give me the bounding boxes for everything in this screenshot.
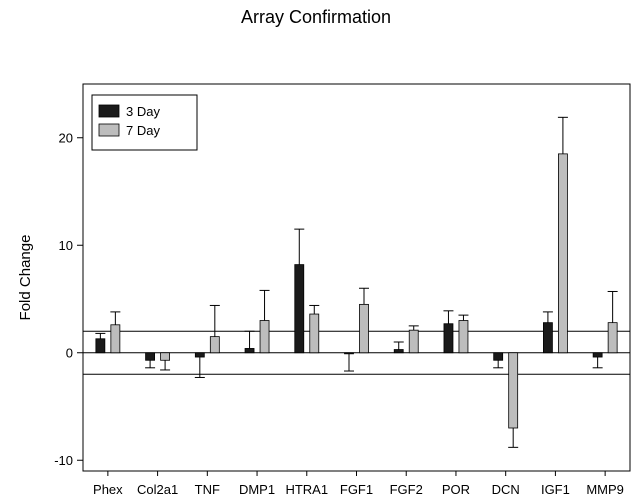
bar-7-day [209,336,220,354]
bar-3-day [194,352,205,358]
x-tick-label: IGF1 [541,482,570,497]
x-tick-label: FGF2 [390,482,423,497]
x-tick-label: FGF1 [340,482,373,497]
x-tick-label: TNF [195,482,220,497]
bars [95,116,618,448]
bar-3-day [95,338,106,354]
legend-label: 3 Day [126,104,160,119]
bar-3-day [543,322,553,354]
legend-label: 7 Day [126,123,160,138]
bar-7-day [408,329,419,354]
x-tick-label: Phex [93,482,123,497]
bar-7-day [458,320,469,354]
bar-3-day [244,348,255,354]
bar-7-day [558,153,568,354]
y-axis-title: Fold Change [17,235,34,321]
bar-3-day [294,264,305,354]
bar-3-day [493,352,504,361]
bar-7-day [110,324,121,354]
bar-3-day [344,352,354,355]
bar-3-day [443,323,454,354]
bar-7-day [359,303,369,354]
legend-swatch [98,104,120,118]
y-tick-label: 0 [66,345,73,360]
bar-7-day [160,352,170,361]
legend-box [91,94,198,151]
x-tick-label: MMP9 [586,482,624,497]
x-tick-label: DCN [492,482,520,497]
y-tick-label: -10 [54,453,73,468]
x-tick-label: HTRA1 [285,482,328,497]
x-tick-label: POR [442,482,470,497]
reference-lines [83,330,630,375]
x-tick-label: Col2a1 [137,482,178,497]
bar-7-day [607,322,618,354]
bar-7-day [508,352,519,429]
x-tick-label: DMP1 [239,482,275,497]
x-axis: Phex Col2a1 TNF DMP1 HTRA1 FGF1 FGF2 POR DCN IGF1… [93,471,624,497]
y-tick-label: 20 [59,130,73,145]
bar-3-day [145,352,155,361]
bar-7-day [259,320,270,354]
y-axis: -10 0 10 20 [54,130,83,468]
legend: 3 Day 7 Day [91,94,198,151]
bar-3-day [393,349,404,354]
y-tick-label: 10 [59,238,73,253]
bar-3-day [592,352,603,358]
chart-title: Array Confirmation [240,7,392,27]
bar-7-day [309,313,320,354]
legend-swatch [98,123,120,137]
